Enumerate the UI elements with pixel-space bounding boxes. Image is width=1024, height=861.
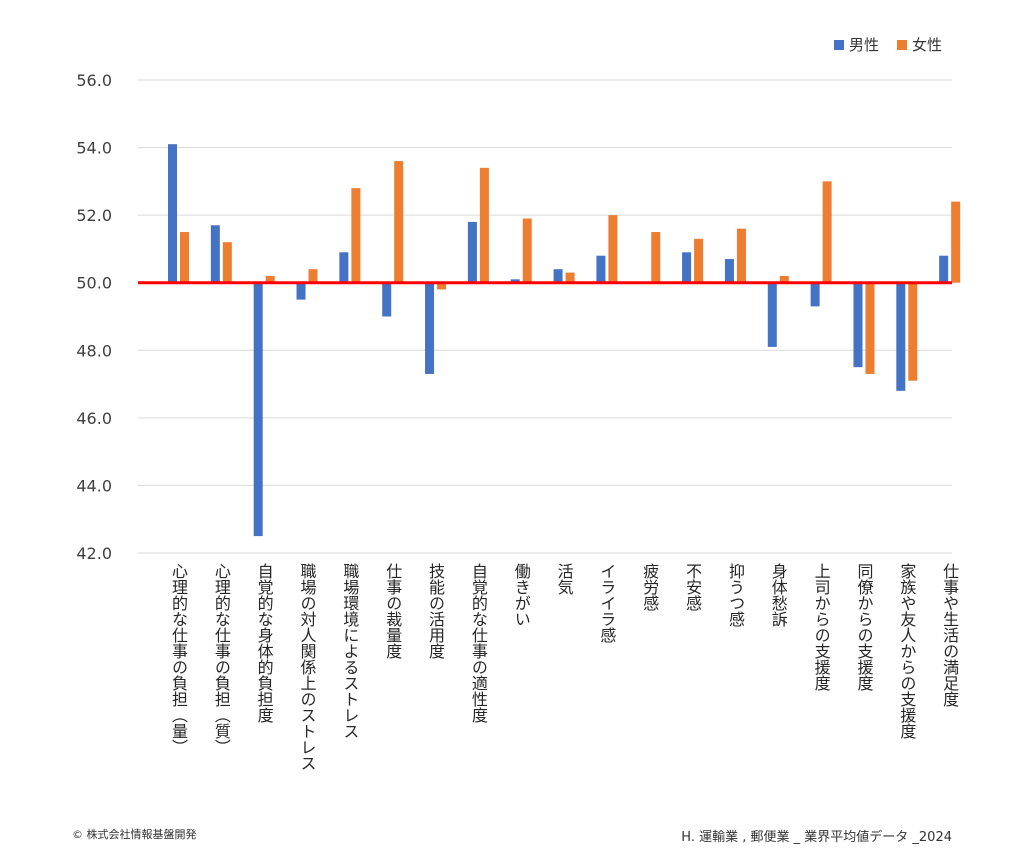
- copyright-text: © 株式会社情報基盤開発: [72, 828, 197, 841]
- y-tick-label: 42.0: [76, 544, 112, 563]
- bar-male: [596, 255, 606, 283]
- bar-female: [779, 275, 789, 283]
- y-axis-ticks: 42.0 44.0 46.0 48.0 50.0 52.0 54.0 56.0: [76, 71, 112, 563]
- bar-male: [210, 225, 220, 283]
- bar-male: [382, 282, 392, 317]
- bar-female: [522, 218, 532, 283]
- bar-female: [565, 272, 575, 283]
- legend-label-female: 女性: [911, 36, 942, 54]
- x-tick-label: 活気: [555, 563, 574, 596]
- bar-female: [651, 232, 661, 283]
- legend-swatch-male: [833, 39, 844, 50]
- bars: [168, 144, 961, 537]
- bar-male: [168, 144, 177, 283]
- bar-male: [339, 252, 349, 283]
- bar-female: [222, 242, 232, 283]
- bar-male: [853, 282, 863, 368]
- x-tick-label: 不安感: [683, 563, 702, 611]
- x-tick-label: 心理的な仕事の負担（質）: [212, 563, 231, 755]
- bar-female: [608, 215, 618, 283]
- bar-male: [553, 269, 563, 283]
- bar-male: [467, 221, 477, 283]
- bar-female: [822, 181, 832, 283]
- x-tick-label: 職場の対人関係上のストレス: [298, 563, 317, 771]
- bar-male: [767, 282, 777, 347]
- bar-female: [308, 269, 318, 283]
- x-tick-label: 職場環境によるストレス: [340, 563, 359, 739]
- bar-male: [896, 282, 906, 391]
- bar-female: [265, 275, 275, 283]
- bar-male: [810, 282, 820, 307]
- source-text: H. 運輸業 , 郵便業 _ 業界平均値データ _2024: [681, 830, 952, 845]
- bar-female: [865, 282, 875, 374]
- x-tick-label: 家族や友人からの支援度: [897, 563, 916, 739]
- y-tick-label: 52.0: [76, 206, 112, 225]
- x-tick-label: 技能の活用度: [426, 563, 445, 659]
- bar-male: [939, 255, 949, 283]
- x-tick-label: 疲労感: [640, 563, 659, 611]
- bar-male: [296, 282, 306, 300]
- bar-male: [682, 252, 692, 283]
- bar-female: [736, 228, 746, 283]
- x-tick-label: 上司からの支援度: [812, 563, 831, 691]
- y-tick-label: 48.0: [76, 341, 112, 360]
- bar-female: [437, 282, 447, 290]
- bar-female: [908, 282, 918, 381]
- bar-female: [694, 238, 704, 283]
- y-tick-label: 46.0: [76, 409, 112, 428]
- x-tick-label: 働きがい: [512, 563, 531, 627]
- bar-female: [351, 188, 361, 283]
- bar-female: [394, 161, 404, 283]
- legend-swatch-female: [896, 39, 907, 50]
- bar-male: [724, 259, 734, 283]
- x-tick-label: 身体愁訴: [769, 563, 788, 627]
- legend-label-male: 男性: [848, 36, 879, 54]
- y-tick-label: 54.0: [76, 139, 112, 158]
- x-tick-label: 心理的な仕事の負担（量）: [169, 563, 188, 755]
- x-tick-label: 仕事や生活の満足度: [940, 563, 959, 707]
- bar-male: [425, 282, 435, 374]
- x-tick-label: 仕事の裁量度: [383, 563, 402, 659]
- bar-male: [253, 282, 263, 537]
- legend-item-female: 女性: [896, 34, 942, 55]
- bar-female: [951, 201, 961, 283]
- legend-item-male: 男性: [833, 34, 879, 55]
- x-tick-label: 同僚からの支援度: [854, 563, 873, 691]
- bar-female: [180, 232, 189, 283]
- y-tick-label: 50.0: [76, 274, 112, 293]
- x-axis-labels: 心理的な仕事の負担（量） 心理的な仕事の負担（質） 自覚的な身体的負担度 職場の対人関…: [169, 563, 959, 771]
- x-tick-label: イライラ感: [597, 563, 616, 643]
- y-tick-label: 56.0: [76, 71, 112, 90]
- x-tick-label: 抑うつ感: [726, 563, 745, 627]
- bar-male: [510, 279, 520, 283]
- x-tick-label: 自覚的な身体的負担度: [255, 563, 274, 723]
- legend: 男性 女性: [833, 34, 942, 55]
- bar-female: [479, 167, 489, 283]
- y-tick-label: 44.0: [76, 476, 112, 495]
- x-tick-label: 自覚的な仕事の適性度: [469, 563, 488, 723]
